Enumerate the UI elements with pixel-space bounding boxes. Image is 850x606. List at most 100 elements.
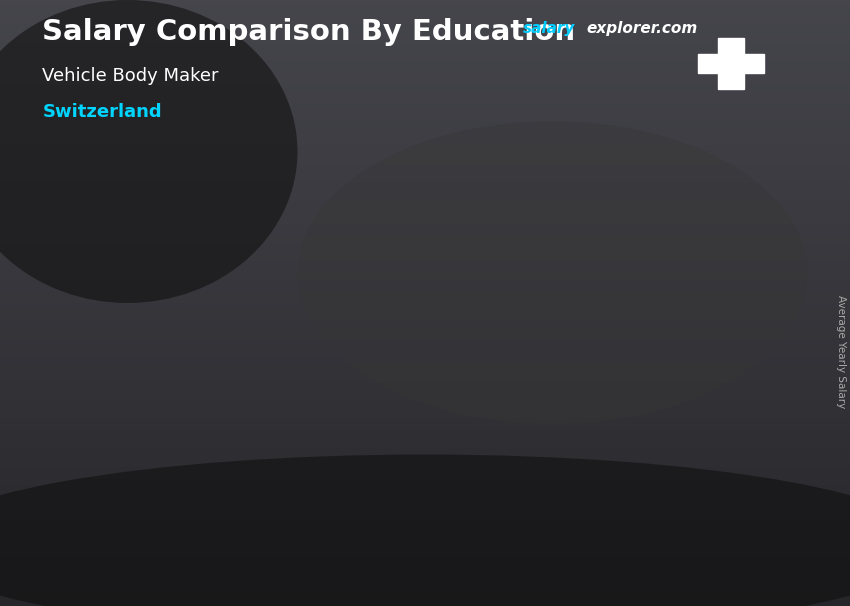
Bar — [0, 297, 850, 303]
Bar — [0, 103, 850, 109]
Bar — [115, 393, 221, 396]
Bar — [0, 91, 850, 97]
Bar — [0, 418, 850, 424]
Bar — [0, 30, 850, 36]
Bar — [0, 454, 850, 461]
Bar — [0, 333, 850, 339]
Bar — [0, 351, 850, 358]
Bar — [579, 256, 685, 533]
Bar — [0, 382, 850, 388]
Bar — [0, 370, 850, 376]
Bar — [0, 321, 850, 327]
Bar — [0, 6, 850, 12]
Bar — [0, 212, 850, 218]
Text: +38%: +38% — [468, 190, 545, 213]
Bar — [0, 491, 850, 497]
Bar — [347, 332, 453, 338]
Bar — [0, 570, 850, 576]
Bar — [115, 393, 221, 533]
Bar — [0, 551, 850, 558]
Bar — [0, 545, 850, 551]
Bar — [0, 315, 850, 321]
Bar — [0, 206, 850, 212]
Bar — [0, 539, 850, 545]
Text: 64,200 CHF: 64,200 CHF — [353, 310, 447, 324]
Bar — [0, 376, 850, 382]
Bar — [0, 388, 850, 394]
Bar — [0, 145, 850, 152]
Bar — [0, 327, 850, 333]
Bar — [440, 332, 453, 533]
Bar — [0, 448, 850, 454]
Bar — [0, 12, 850, 18]
Bar — [0, 406, 850, 412]
Bar — [0, 442, 850, 448]
Bar — [0, 255, 850, 261]
Bar — [0, 497, 850, 503]
Bar — [208, 393, 221, 533]
Bar — [0, 424, 850, 430]
Bar — [0, 48, 850, 55]
Bar — [0, 564, 850, 570]
Bar — [0, 273, 850, 279]
Bar — [0, 55, 850, 61]
Bar — [0, 503, 850, 509]
Bar — [672, 256, 685, 533]
Bar — [0, 558, 850, 564]
Bar — [0, 248, 850, 255]
Bar — [0, 261, 850, 267]
Bar — [0, 576, 850, 582]
Bar — [0, 230, 850, 236]
Bar — [0, 461, 850, 467]
Bar — [0, 436, 850, 442]
Bar — [0, 18, 850, 24]
Bar — [0, 139, 850, 145]
Bar — [0, 158, 850, 164]
Bar — [718, 38, 744, 89]
Text: Average Yearly Salary: Average Yearly Salary — [836, 295, 846, 408]
Bar — [0, 133, 850, 139]
Bar — [0, 400, 850, 406]
Bar — [115, 393, 123, 533]
Bar — [0, 527, 850, 533]
Bar — [0, 600, 850, 606]
Bar — [0, 85, 850, 91]
Text: explorer.com: explorer.com — [586, 21, 698, 36]
Bar — [0, 109, 850, 115]
Bar — [0, 588, 850, 594]
Bar — [0, 73, 850, 79]
Bar — [0, 430, 850, 436]
Bar — [0, 67, 850, 73]
Bar — [0, 182, 850, 188]
Bar — [0, 0, 850, 6]
Bar — [0, 218, 850, 224]
Bar — [0, 176, 850, 182]
Bar — [0, 515, 850, 521]
Ellipse shape — [0, 454, 850, 606]
Bar — [0, 412, 850, 418]
Bar — [0, 194, 850, 200]
Bar — [347, 332, 453, 533]
Text: Switzerland: Switzerland — [42, 103, 162, 121]
Bar — [0, 594, 850, 600]
Bar — [698, 54, 764, 73]
Text: Salary Comparison By Education: Salary Comparison By Education — [42, 18, 575, 46]
Bar — [0, 467, 850, 473]
Bar — [0, 127, 850, 133]
Bar — [0, 97, 850, 103]
Bar — [0, 236, 850, 242]
Bar — [0, 473, 850, 479]
Bar — [0, 279, 850, 285]
Bar — [0, 152, 850, 158]
Bar — [0, 224, 850, 230]
Bar — [347, 332, 355, 533]
Bar — [0, 521, 850, 527]
Bar — [0, 509, 850, 515]
Bar — [0, 36, 850, 42]
Bar — [0, 242, 850, 248]
Bar — [0, 200, 850, 206]
Text: 44,900 CHF: 44,900 CHF — [121, 370, 215, 385]
Bar — [0, 485, 850, 491]
Bar — [0, 164, 850, 170]
Bar — [0, 479, 850, 485]
